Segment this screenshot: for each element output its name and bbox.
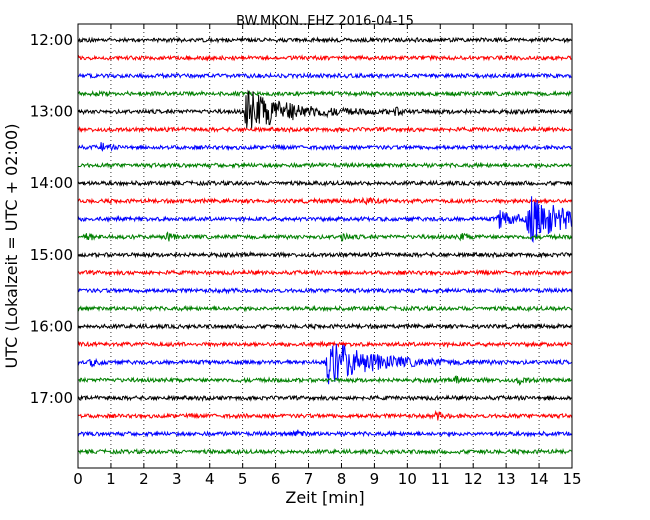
- trace-11: [77, 231, 572, 242]
- x-tick-label-12: 12: [464, 470, 483, 488]
- y-axis-label: UTC (Lokalzeit = UTC + 02:00): [2, 124, 21, 369]
- trace-1: [77, 54, 572, 62]
- y-tick-label-2: 14:00: [30, 174, 73, 192]
- x-tick-label-8: 8: [337, 470, 347, 488]
- trace-9: [77, 196, 572, 206]
- trace-8: [77, 179, 572, 188]
- trace-6: [77, 142, 572, 152]
- seismic-traces: [77, 35, 572, 456]
- x-tick-label-11: 11: [431, 470, 450, 488]
- trace-14: [77, 286, 572, 295]
- x-tick-label-1: 1: [106, 470, 116, 488]
- trace-4: [77, 89, 572, 129]
- y-tick-label-4: 16:00: [30, 317, 73, 335]
- trace-10: [77, 196, 572, 243]
- trace-23: [77, 447, 572, 456]
- x-tick-label-14: 14: [530, 470, 549, 488]
- x-tick-label-9: 9: [370, 470, 380, 488]
- trace-3: [77, 89, 572, 98]
- x-tick-label-3: 3: [172, 470, 182, 488]
- chart-title: BW.MKON..EHZ 2016-04-15: [236, 14, 414, 29]
- x-tick-label-5: 5: [238, 470, 248, 488]
- trace-20: [77, 394, 572, 402]
- axis-ticks: 0 1 2 3 4 5 6 7 8 9 10 11 12 13 14 1512:0013:0014:0015:…: [30, 24, 582, 488]
- x-tick-label-4: 4: [205, 470, 215, 488]
- trace-2: [77, 71, 572, 80]
- trace-21: [77, 409, 572, 421]
- trace-5: [77, 125, 572, 134]
- x-tick-label-2: 2: [139, 470, 149, 488]
- grid-lines: [110, 24, 540, 468]
- trace-17: [77, 340, 572, 349]
- y-tick-label-5: 17:00: [30, 389, 73, 407]
- trace-12: [77, 250, 572, 259]
- x-tick-label-6: 6: [271, 470, 281, 488]
- trace-13: [77, 268, 572, 277]
- x-tick-label-7: 7: [304, 470, 314, 488]
- y-tick-label-3: 15:00: [30, 246, 73, 264]
- trace-19: [77, 375, 572, 386]
- trace-7: [77, 161, 572, 170]
- x-tick-label-13: 13: [497, 470, 516, 488]
- y-tick-label-0: 12:00: [30, 31, 73, 49]
- x-axis-label: Zeit [min]: [285, 488, 364, 507]
- plot-frame: [77, 23, 573, 469]
- y-tick-label-1: 13:00: [30, 103, 73, 121]
- trace-15: [77, 304, 572, 313]
- x-tick-label-0: 0: [73, 470, 83, 488]
- trace-16: [77, 322, 572, 331]
- x-tick-label-15: 15: [562, 470, 581, 488]
- x-tick-label-10: 10: [398, 470, 417, 488]
- trace-18: [77, 343, 572, 385]
- trace-22: [77, 429, 572, 438]
- trace-0: [77, 35, 572, 44]
